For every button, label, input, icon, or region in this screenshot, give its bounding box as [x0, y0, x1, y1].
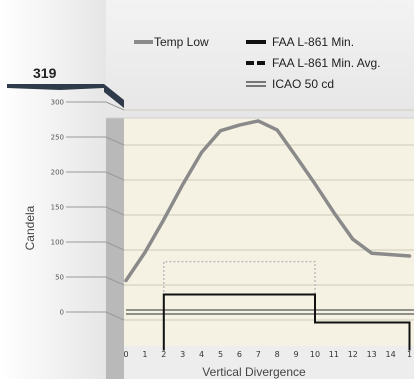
series-faa-min-avg: [163, 260, 316, 312]
y-axis-label: Candela: [23, 205, 37, 250]
y-tick-label: 200: [51, 169, 64, 177]
x-tick-label: 11: [329, 350, 339, 359]
y-tick-label: 250: [51, 134, 64, 142]
x-tick-label: 7: [256, 350, 261, 359]
x-tick-label: 5: [218, 350, 223, 359]
legend-label-faa-min: FAA L-861 Min.: [272, 35, 354, 49]
readout-pointer-bevel: [104, 84, 124, 108]
y-tick-label: 0: [60, 309, 64, 317]
x-tick-label: 12: [348, 350, 358, 359]
series-temp-low: [124, 119, 412, 283]
x-tick-label: 8: [275, 350, 280, 359]
grid-bevel: [105, 276, 125, 286]
y-tick-label: 100: [51, 239, 64, 247]
y-tick-label: 50: [55, 274, 64, 282]
x-tick-label: 6: [237, 350, 242, 359]
header-panel: [106, 0, 414, 118]
x-tick-label: 13: [367, 350, 377, 359]
legend-label-temp-low: Temp Low: [154, 35, 209, 49]
y-tick-group: 0 50 100 150 200 250 300: [51, 99, 106, 317]
x-tick-group: 0 1 2 3 4 5 6 7 8 9 10 11 12 13 14 1: [123, 350, 412, 359]
grid-bevel: [105, 136, 125, 146]
x-axis-label: Vertical Divergence: [202, 365, 306, 379]
series-group: [124, 119, 414, 351]
x-axis-strip: [124, 346, 414, 379]
x-tick-label: 14: [386, 350, 396, 359]
grid-bevel: [105, 101, 125, 111]
y-tick-label: 300: [51, 99, 64, 107]
legend: Temp Low FAA L-861 Min. FAA L-861 Min. A…: [134, 35, 381, 91]
x-tick-label: 9: [294, 350, 299, 359]
grid-bevel: [105, 171, 125, 181]
x-tick-label: 0: [123, 350, 128, 359]
legend-label-icao: ICAO 50 cd: [272, 77, 334, 91]
readout-value: 319: [33, 65, 57, 81]
left-panel: [0, 0, 106, 379]
series-faa-min: [162, 293, 411, 351]
y-tick-label: 150: [51, 204, 64, 212]
x-tick-label: 2: [161, 350, 166, 359]
plot-backdrop: [124, 118, 414, 346]
x-tick-label: 4: [199, 350, 204, 359]
x-tick-label: 3: [180, 350, 185, 359]
x-tick-label: 1: [407, 350, 412, 359]
x-tick-label: 1: [142, 350, 147, 359]
legend-label-faa-avg: FAA L-861 Min. Avg.: [272, 56, 381, 70]
grid-bevel: [105, 241, 125, 251]
grid-bevel: [105, 311, 125, 321]
readout-pointer: [7, 84, 104, 90]
x-tick-label: 10: [310, 350, 320, 359]
grid-bevel: [105, 206, 125, 216]
